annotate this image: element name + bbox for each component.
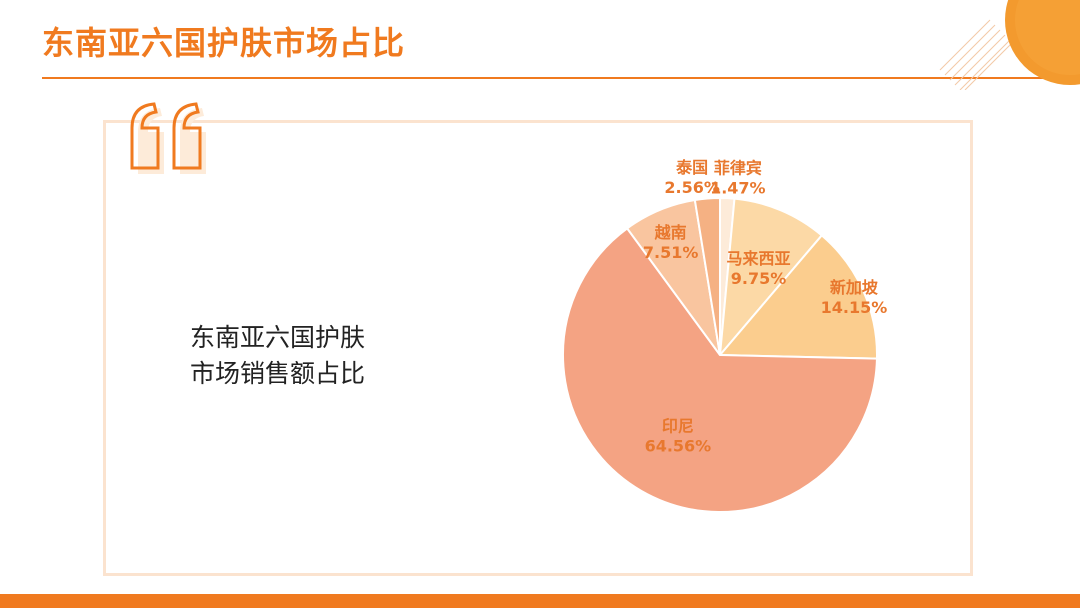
pie-value-malaysia: 9.75% <box>731 269 787 288</box>
pie-label-malaysia: 马来西亚 <box>727 249 791 268</box>
pie-slice-thailand <box>693 196 721 356</box>
pie-label-indonesia: 印尼 <box>662 417 694 436</box>
pie-label-thailand: 泰国 <box>675 158 708 177</box>
pie-value-indonesia: 64.56% <box>645 437 712 456</box>
caption-line-1: 东南亚六国护肤 <box>190 323 366 352</box>
pie-slice-indonesia <box>562 226 878 513</box>
pie-value-philippines: 1.47% <box>710 179 766 198</box>
pie-label-singapore: 新加坡 <box>830 278 879 297</box>
pie-slice-singapore <box>717 234 878 360</box>
corner-decoration <box>939 0 1080 90</box>
pie-label-vietnam: 越南 <box>654 223 687 242</box>
page-title: 东南亚六国护肤市场占比 <box>42 24 406 62</box>
title-underline <box>42 77 1080 79</box>
bottom-accent-bar <box>0 594 1080 608</box>
pie-value-singapore: 14.15% <box>821 298 888 317</box>
caption-line-2: 市场销售额占比 <box>190 359 366 388</box>
pie-value-vietnam: 7.51% <box>643 243 699 262</box>
pie-value-thailand: 2.56% <box>664 178 720 197</box>
pie-slice-malaysia <box>718 197 824 359</box>
pie-label-philippines: 菲律宾 <box>714 159 762 178</box>
double-quote-icon <box>130 102 206 174</box>
chart-caption: 东南亚六国护肤 市场销售额占比 <box>190 320 430 392</box>
content-frame <box>103 120 973 576</box>
